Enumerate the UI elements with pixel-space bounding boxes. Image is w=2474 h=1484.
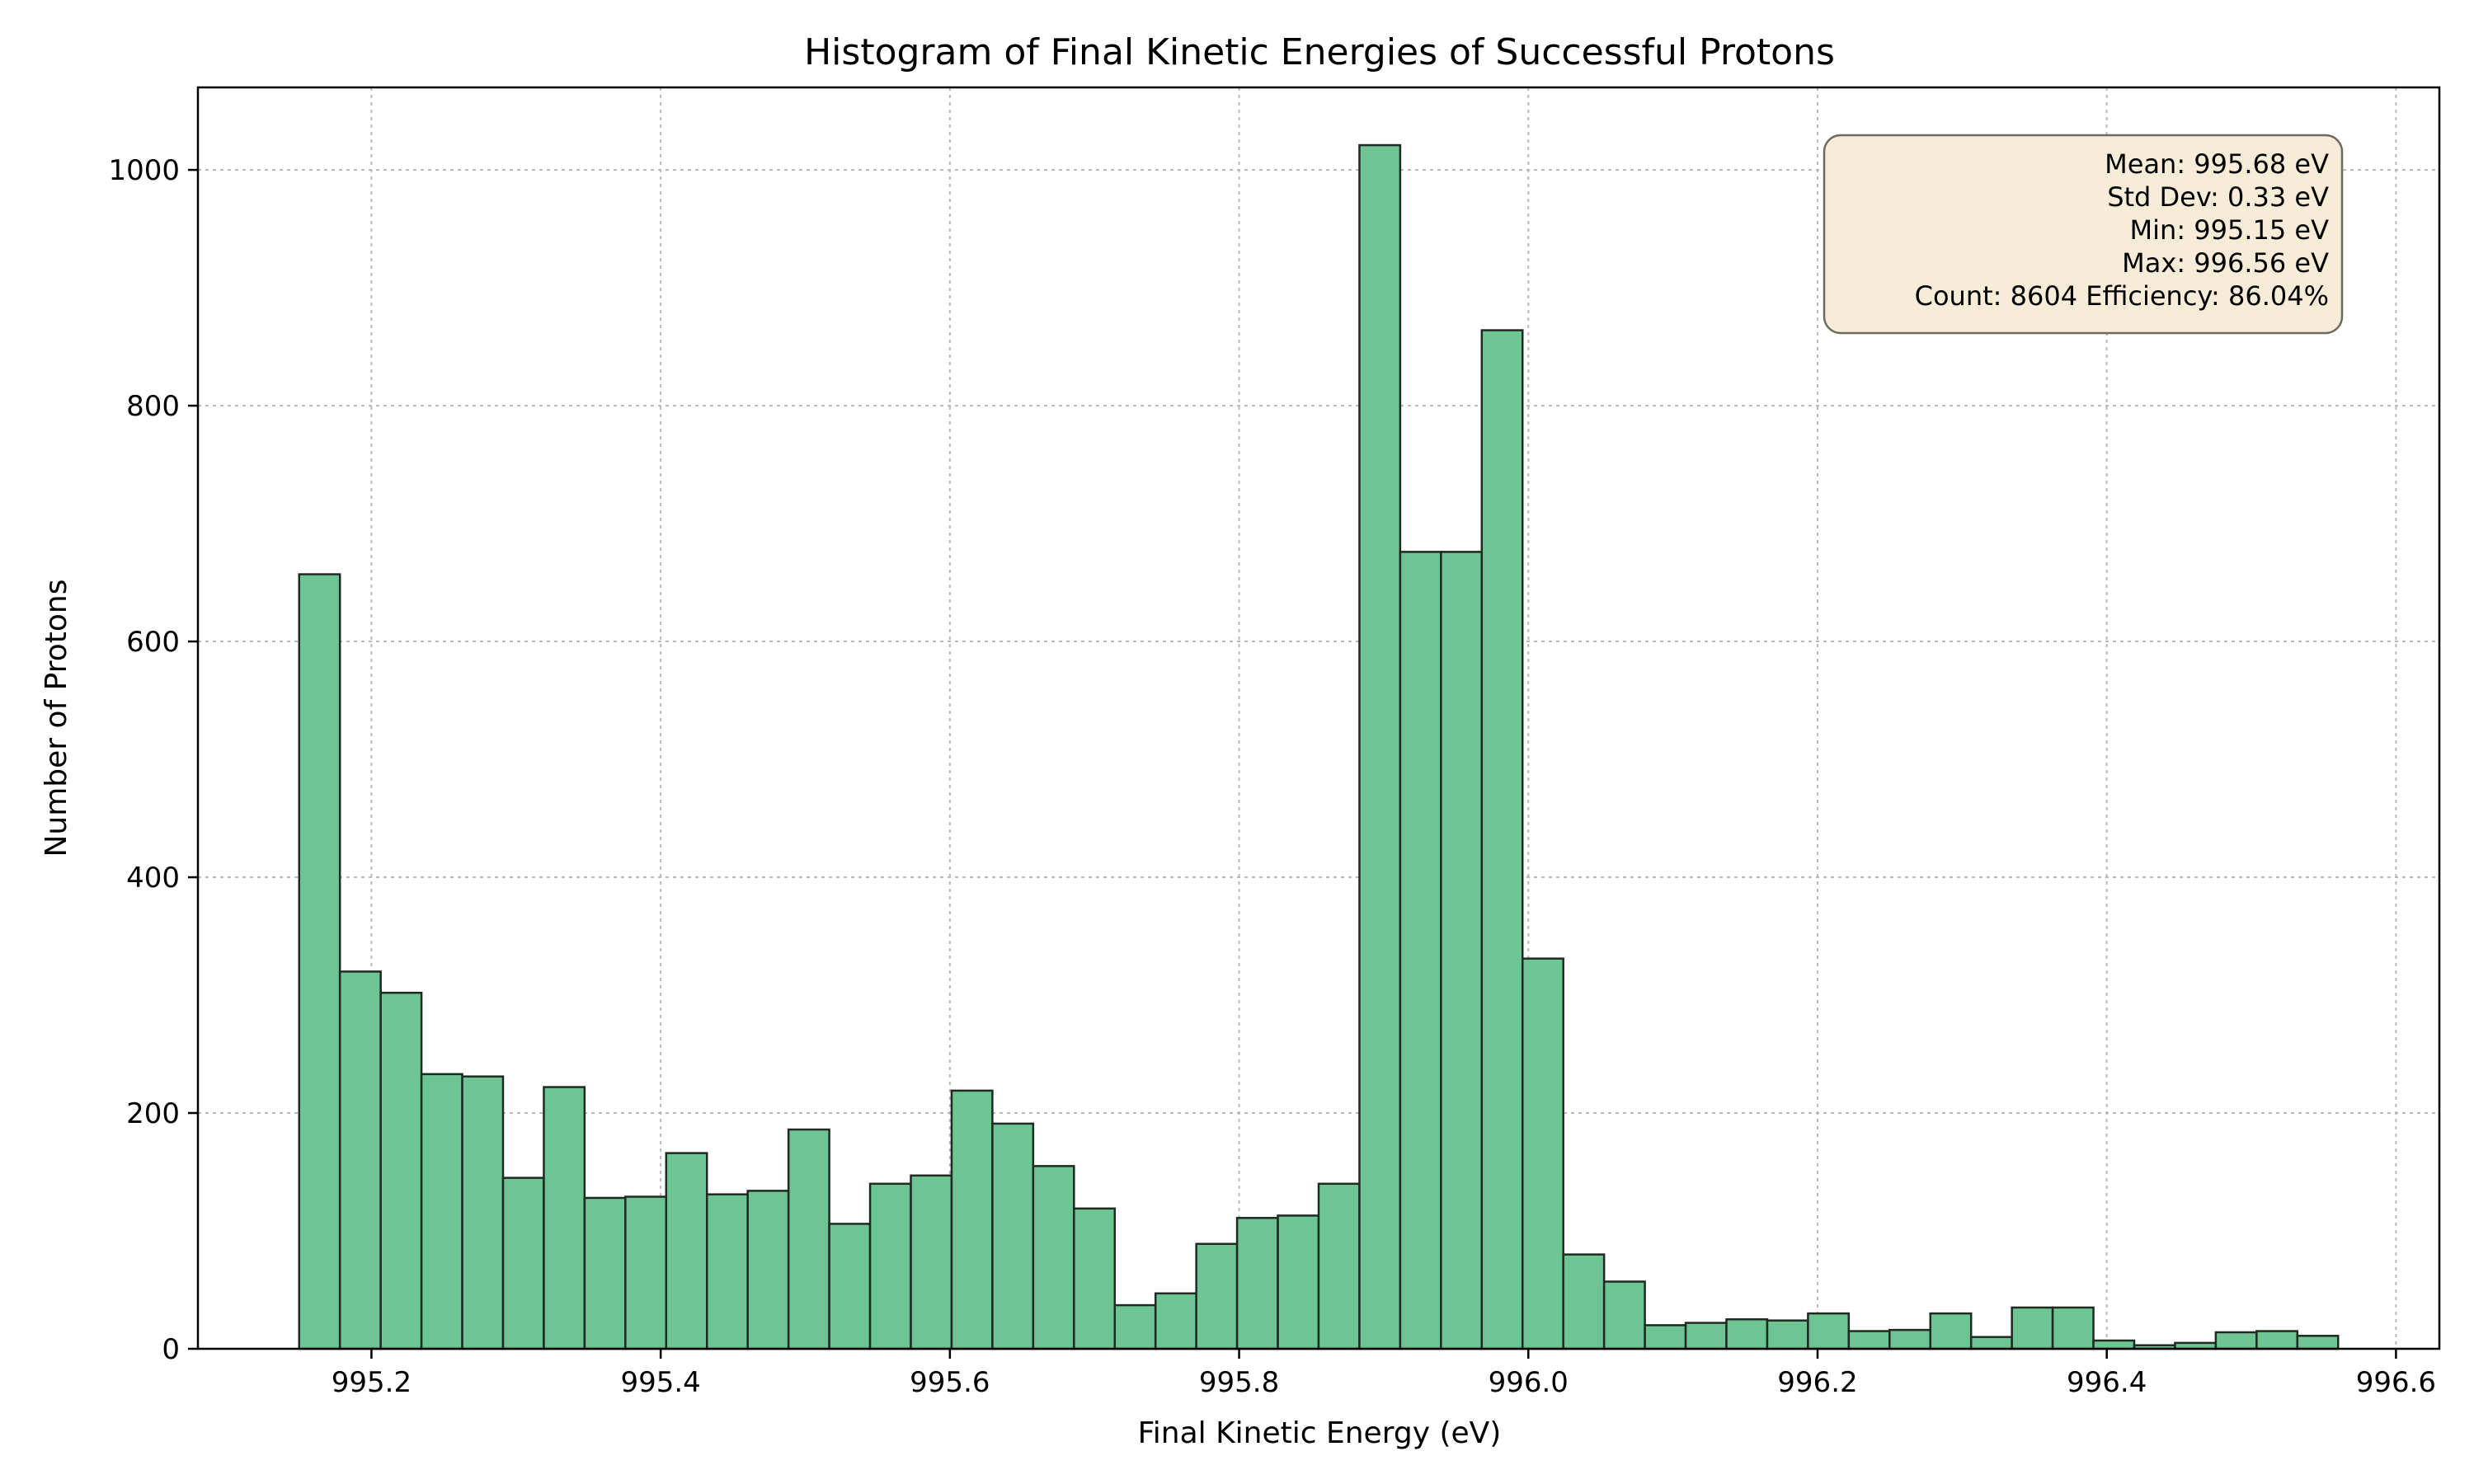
histogram-bar: [2214, 1331, 2258, 1350]
histogram-bar: [1277, 1214, 1320, 1350]
histogram-bar: [1154, 1292, 1197, 1350]
histogram-bar: [1522, 957, 1564, 1350]
histogram-bar: [1480, 329, 1524, 1350]
chart-title: Histogram of Final Kinetic Energies of S…: [804, 31, 1835, 73]
y-axis-label: Number of Protons: [40, 579, 73, 857]
x-tick-label: 995.6: [910, 1366, 990, 1399]
histogram-bar: [543, 1086, 586, 1350]
histogram-bar: [1195, 1242, 1239, 1350]
histogram-bar: [583, 1196, 627, 1350]
x-tick-label: 995.2: [332, 1366, 412, 1399]
histogram-bar: [1032, 1165, 1075, 1350]
histogram-bar: [1929, 1312, 1973, 1350]
y-axis-ticks: 0 200 400 600 800 1000: [108, 154, 198, 1366]
x-tick-label: 995.4: [620, 1366, 700, 1399]
histogram-bar: [1766, 1319, 1809, 1350]
histogram-bar: [1113, 1303, 1157, 1350]
histogram-bar: [2011, 1306, 2054, 1350]
histogram-bar: [746, 1190, 790, 1350]
plot-frame: [196, 86, 2441, 1350]
statistics-line: Count: 8604 Efficiency: 86.04%: [1915, 280, 2329, 312]
histogram-bar: [2092, 1339, 2136, 1350]
histogram-bar: [298, 573, 341, 1350]
histogram-bar: [2255, 1330, 2299, 1350]
y-tick-label: 600: [126, 626, 180, 659]
histogram-bar: [1888, 1328, 1932, 1350]
histogram-bar: [338, 970, 382, 1350]
y-tick-label: 1000: [108, 154, 180, 187]
statistics-box-background: [1823, 134, 2344, 335]
histogram-bar: [1399, 551, 1442, 1350]
histogram-bar: [868, 1182, 912, 1350]
x-tick-label: 995.8: [1199, 1366, 1279, 1399]
histogram-bar: [665, 1152, 708, 1350]
histogram-bar: [1358, 143, 1402, 1350]
histogram-bar: [705, 1193, 749, 1350]
histogram-bar: [1562, 1253, 1606, 1350]
x-tick-label: 996.2: [1777, 1366, 1857, 1399]
x-tick-label: 996.4: [2067, 1366, 2147, 1399]
histogram-bar: [461, 1075, 505, 1350]
histogram-bar: [1602, 1280, 1646, 1350]
histogram-bar: [2051, 1306, 2095, 1350]
histogram-bar: [1684, 1322, 1728, 1350]
histogram-bar: [1969, 1336, 2013, 1350]
histogram-bar: [1440, 551, 1484, 1350]
histogram-bar: [1847, 1330, 1891, 1350]
statistics-line: Mean: 995.68 eV: [2105, 148, 2329, 180]
histogram-bar: [910, 1174, 953, 1350]
histogram-bar: [624, 1195, 668, 1350]
histogram-bar: [379, 991, 423, 1350]
y-tick-label: 200: [126, 1097, 180, 1130]
histogram-bar: [1644, 1324, 1687, 1350]
histogram-bar: [2296, 1335, 2340, 1350]
histogram-bar: [828, 1223, 872, 1350]
histogram-bar: [787, 1128, 830, 1350]
histogram-bar: [1317, 1182, 1361, 1350]
histogram-bar: [991, 1122, 1035, 1350]
statistics-line: Std Dev: 0.33 eV: [2107, 181, 2329, 213]
x-axis-ticks: 995.2 995.4 995.6 995.8 996.0 996.2 996.4 996.6: [332, 1349, 2436, 1399]
y-tick-label: 0: [162, 1333, 180, 1366]
histogram-bar: [950, 1089, 994, 1350]
statistics-line: Max: 996.56 eV: [2122, 247, 2329, 279]
statistics-line: Min: 995.15 eV: [2130, 214, 2330, 246]
histogram-bar: [1807, 1312, 1851, 1350]
x-axis-label: Final Kinetic Energy (eV): [1138, 1416, 1502, 1450]
histogram-bar: [1725, 1318, 1769, 1350]
y-tick-label: 400: [126, 862, 180, 895]
histogram-bar: [1073, 1207, 1116, 1350]
x-tick-label: 996.0: [1489, 1366, 1569, 1399]
histogram-bar: [420, 1073, 463, 1350]
histogram-bar: [501, 1176, 545, 1350]
y-tick-label: 800: [126, 390, 180, 423]
x-tick-label: 996.6: [2356, 1366, 2436, 1399]
histogram-bar: [1235, 1217, 1279, 1350]
